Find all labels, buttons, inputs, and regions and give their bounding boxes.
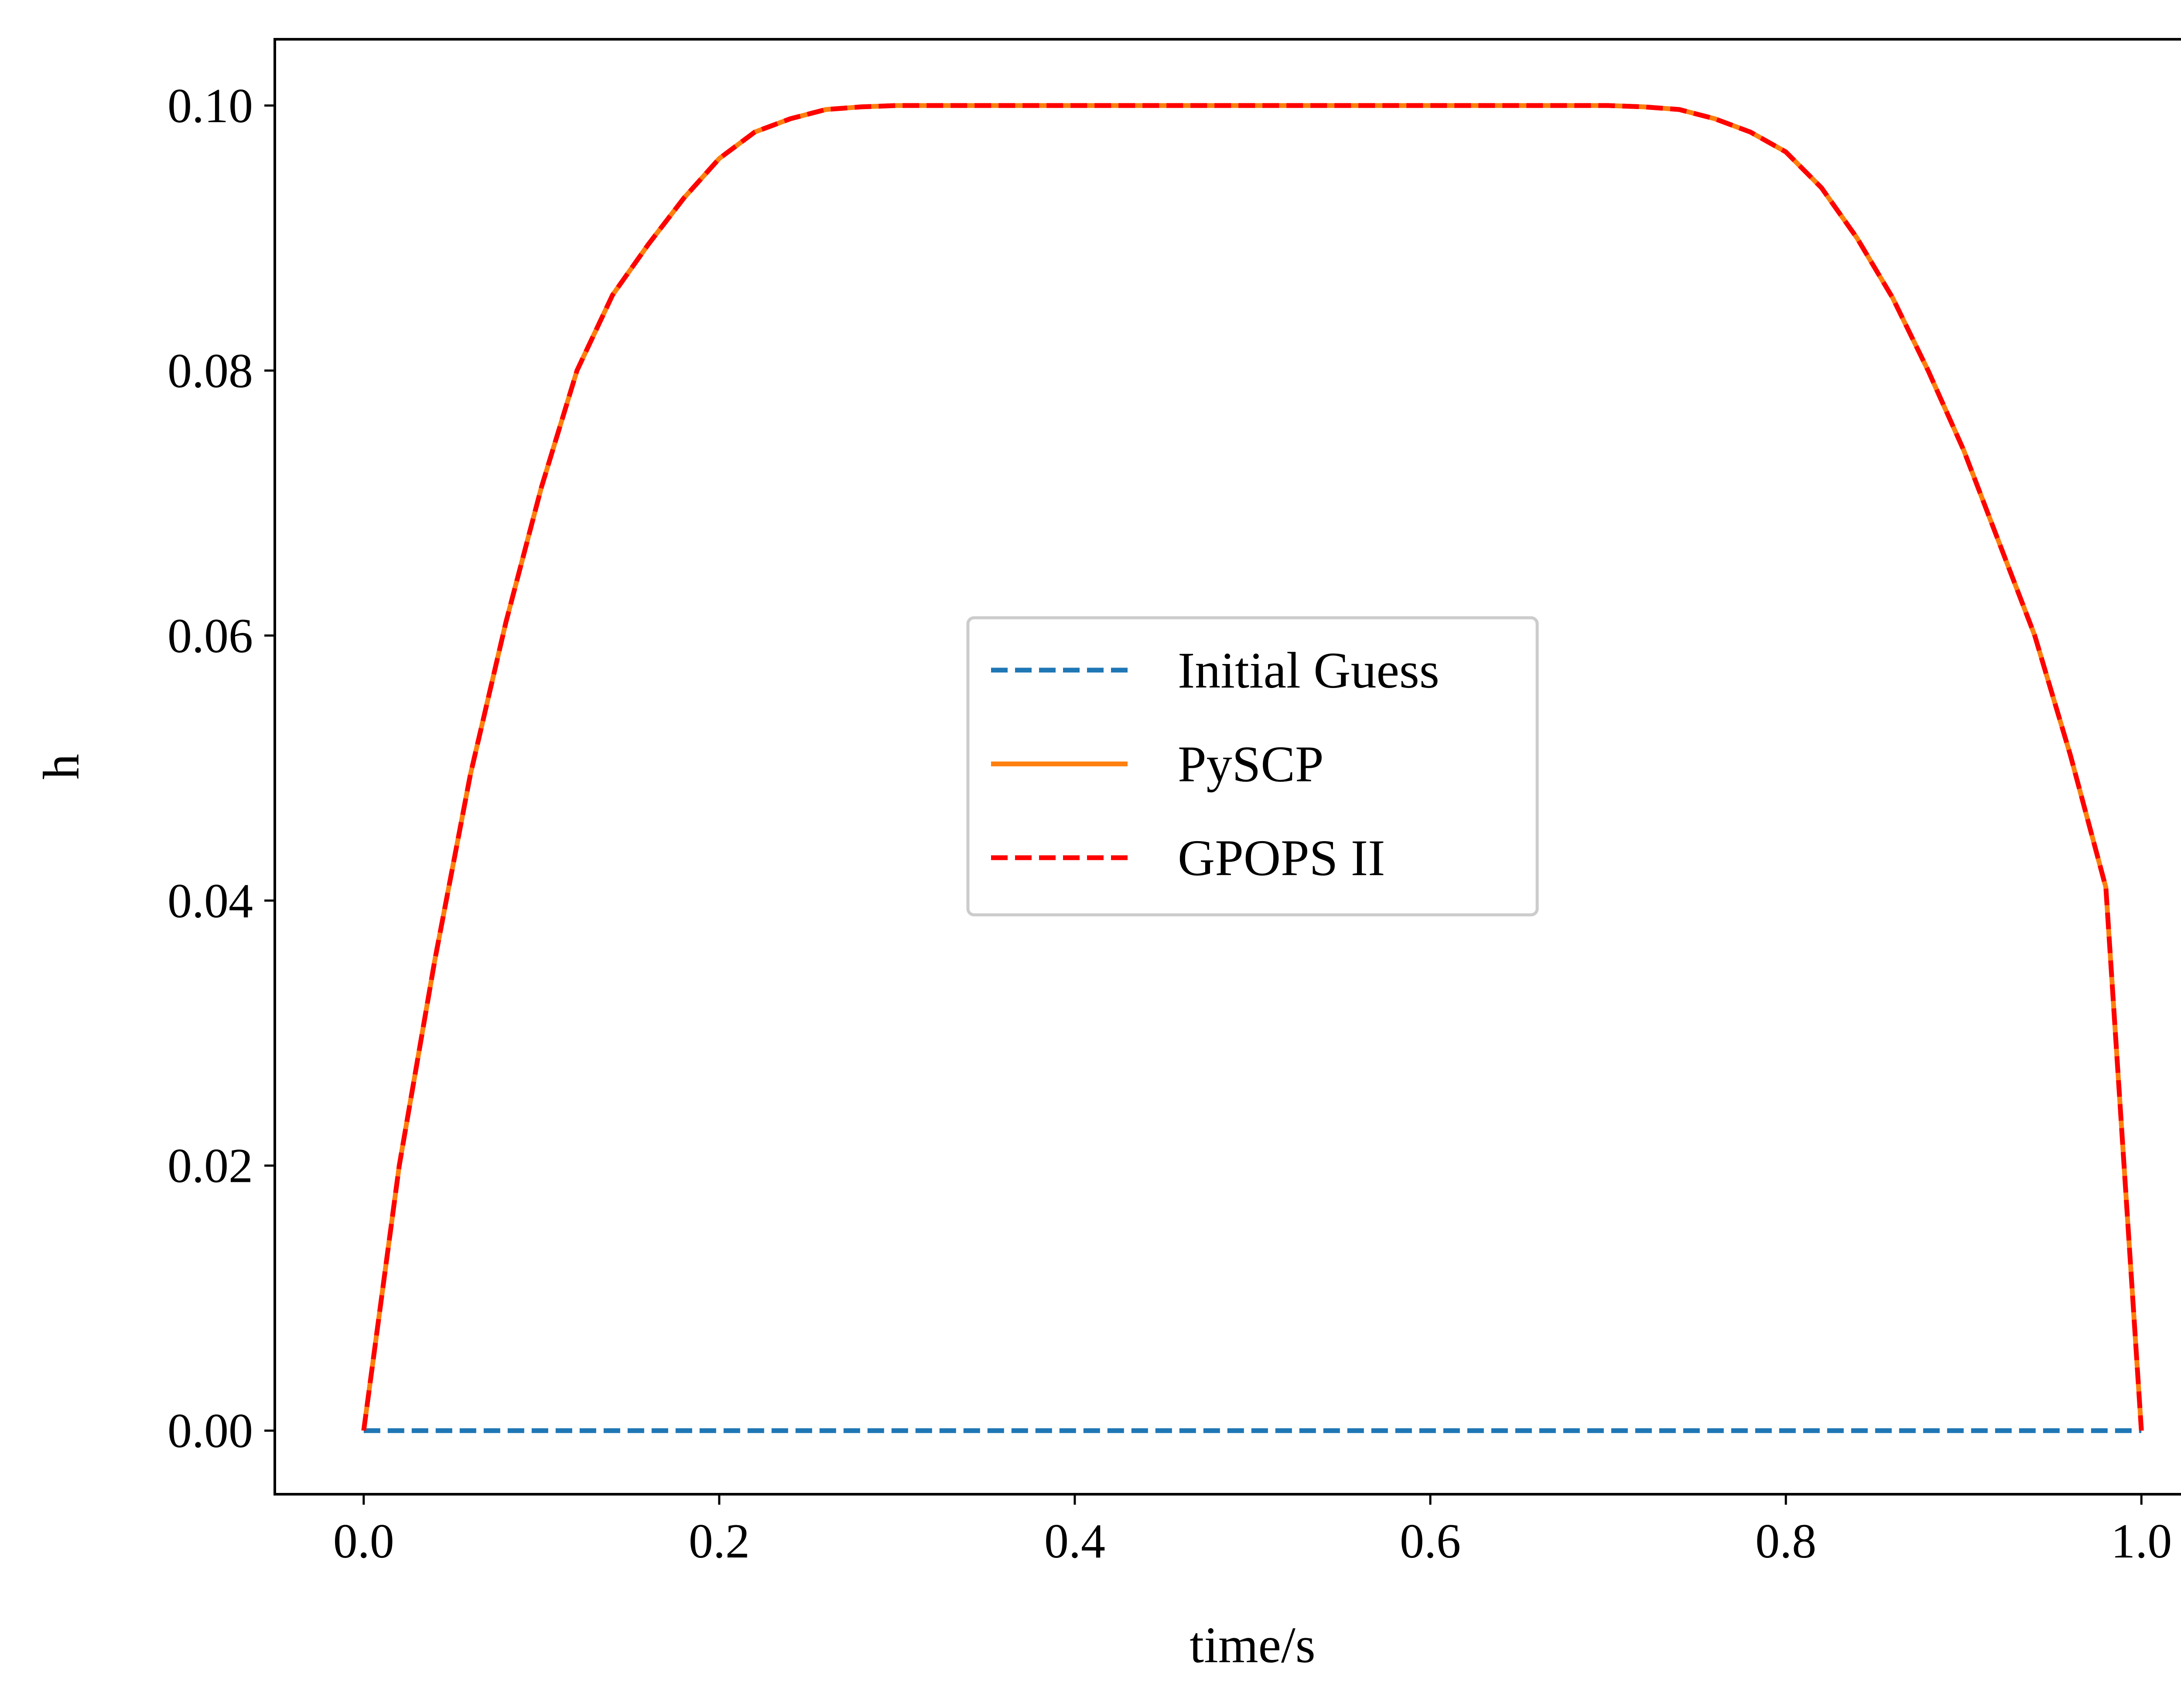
x-tick-label: 1.0	[2111, 1514, 2172, 1568]
x-tick-label: 0.8	[1755, 1514, 1816, 1568]
x-tick-label: 0.6	[1400, 1514, 1461, 1568]
y-tick-label: 0.06	[168, 609, 253, 663]
legend-box	[966, 616, 1539, 917]
axes-frame	[273, 38, 2181, 1496]
y-axis: 0.00 0.02 0.04 0.06 0.08 0.10	[168, 79, 275, 1458]
y-tick-label: 0.02	[168, 1139, 253, 1193]
legend: Initial Guess PySCP GPOPS II	[966, 616, 1539, 917]
x-tick-label: 0.0	[333, 1514, 394, 1568]
series-line-2	[361, 103, 2144, 1431]
y-tick-label: 0.04	[168, 874, 253, 928]
legend-entries: Initial Guess PySCP GPOPS II	[991, 642, 1439, 887]
y-tick-label: 0.08	[168, 344, 253, 398]
y-axis-label: h	[33, 754, 90, 780]
y-tick-label: 0.10	[168, 79, 253, 133]
legend-label-2: GPOPS II	[1178, 829, 1385, 887]
legend-label-0: Initial Guess	[1178, 642, 1439, 699]
x-axis-label: time/s	[1190, 1616, 1315, 1674]
y-tick-label: 0.00	[168, 1404, 253, 1458]
x-tick-label: 0.2	[689, 1514, 750, 1568]
legend-label-1: PySCP	[1178, 736, 1324, 793]
series-layer	[361, 103, 2144, 1433]
x-tick-label: 0.4	[1044, 1514, 1105, 1568]
x-axis: 0.0 0.2 0.4 0.6 0.8 1.0	[333, 1494, 2172, 1568]
